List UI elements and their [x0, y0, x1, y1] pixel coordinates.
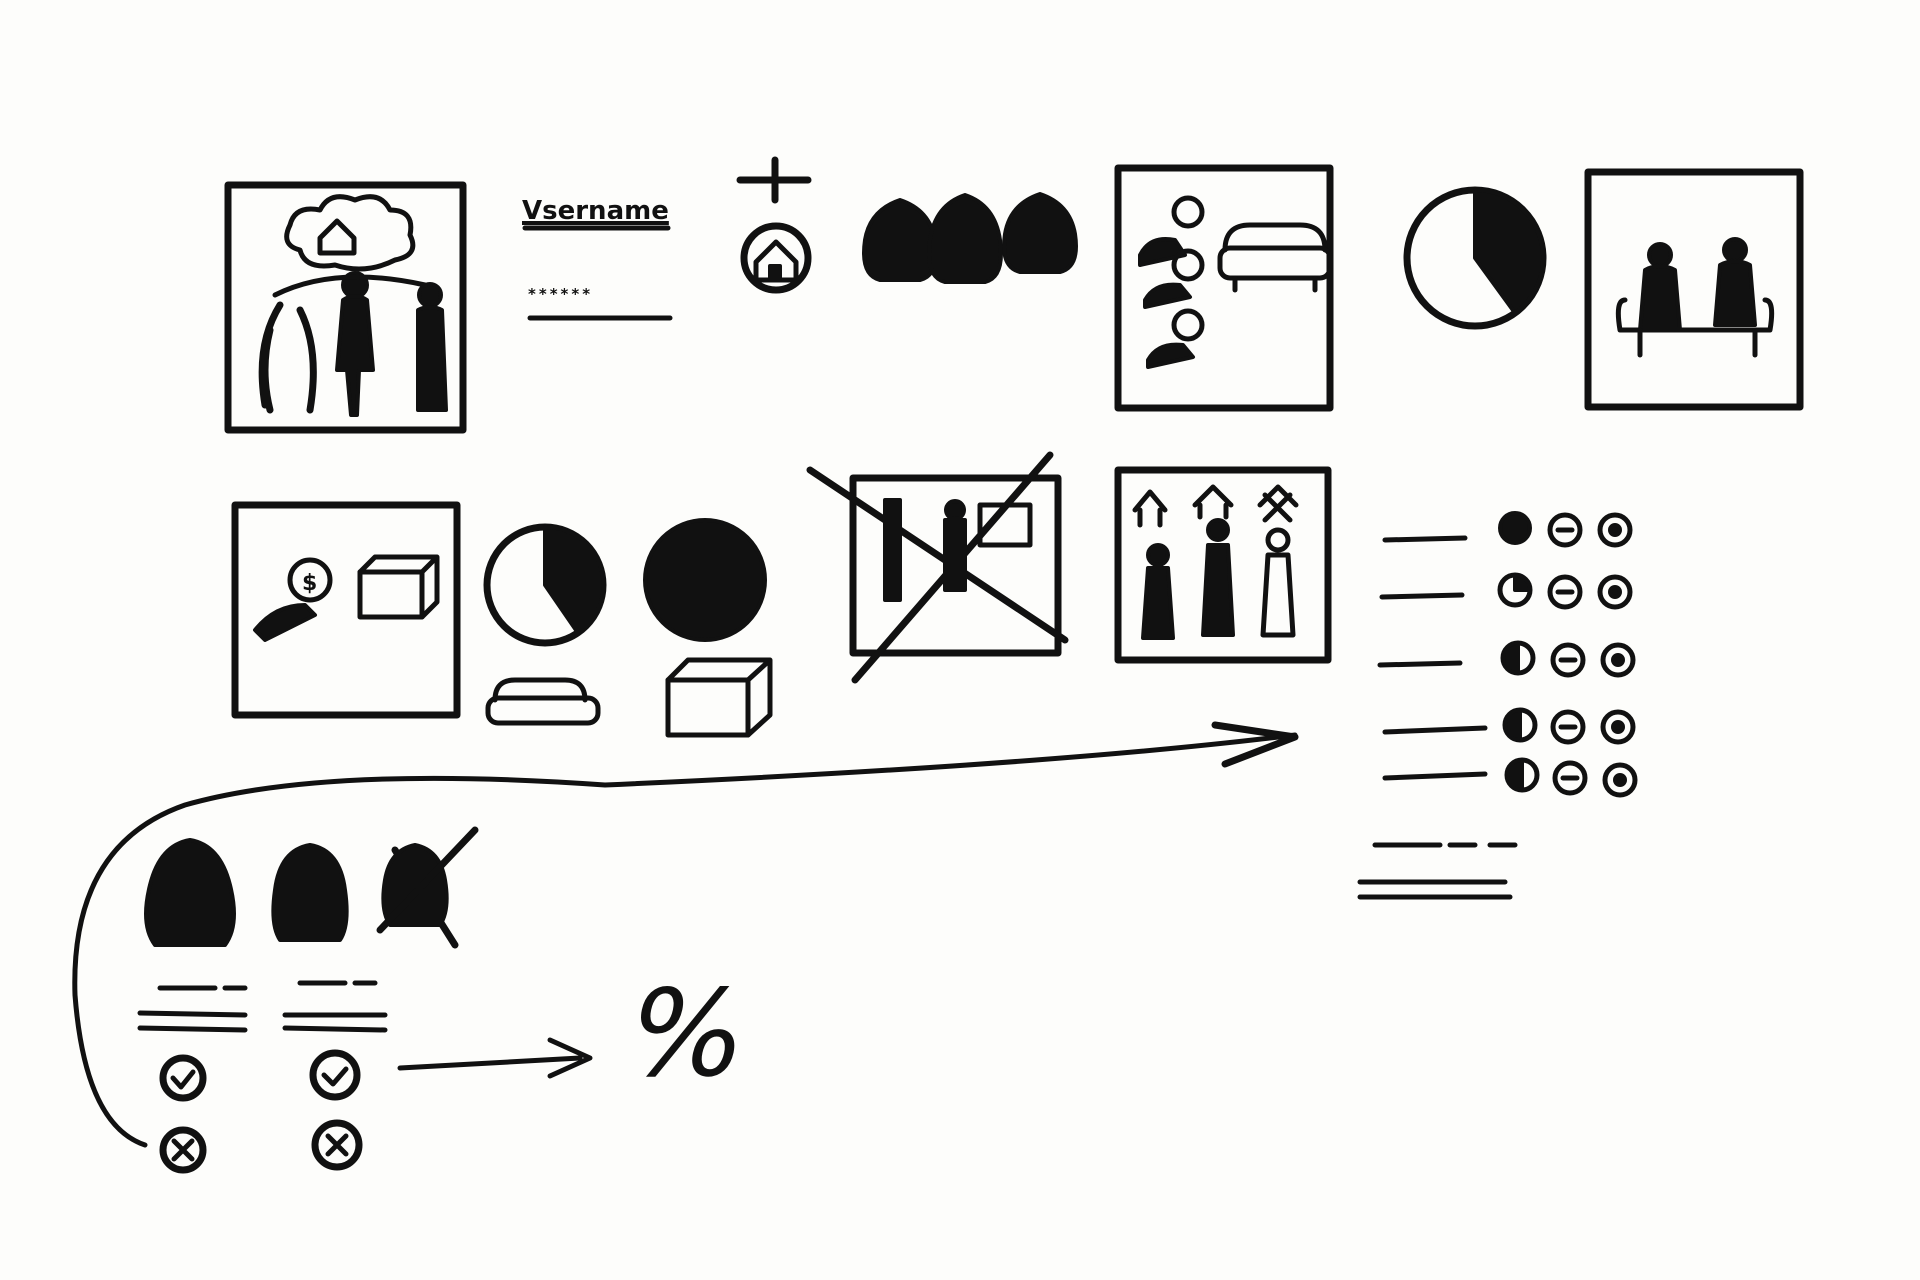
pie-progress-full — [643, 518, 773, 738]
box-icon — [357, 554, 440, 620]
figure-labels — [137, 980, 388, 1033]
arrow-right-icon — [397, 1037, 593, 1079]
results-total — [1357, 842, 1518, 900]
people-bench-panel — [1584, 168, 1804, 411]
family-people-icon — [258, 271, 448, 417]
people-houses-panel — [1114, 466, 1332, 664]
crossed-out-panel — [806, 451, 1069, 684]
list-item[interactable] — [1382, 707, 1636, 745]
svg-text:$: $ — [302, 571, 317, 596]
sofa-icon — [1217, 222, 1333, 293]
money-box-panel: $ — [231, 501, 461, 719]
password-field[interactable]: ****** — [528, 285, 594, 303]
list-item[interactable] — [1377, 640, 1636, 678]
x-circle-icon[interactable] — [311, 1119, 363, 1171]
home-circle-icon[interactable] — [740, 222, 812, 294]
family-house-panel — [224, 181, 467, 434]
results-list — [1357, 511, 1638, 900]
check-circle-icon[interactable] — [309, 1049, 361, 1101]
list-item[interactable] — [1382, 757, 1638, 798]
x-circle-icon[interactable] — [159, 1126, 207, 1174]
group-people-icon — [862, 192, 1078, 284]
username-label[interactable]: Vsername — [522, 196, 669, 226]
plus-icon[interactable] — [736, 156, 812, 204]
people-sofa-panel — [1114, 164, 1334, 412]
check-circle-icon[interactable] — [159, 1054, 207, 1102]
list-item[interactable] — [1382, 511, 1633, 548]
pie-progress-sofa — [483, 523, 607, 726]
arrow-right-icon — [72, 721, 1299, 1148]
list-item[interactable] — [1379, 572, 1633, 610]
pie-progress-quarter — [1403, 186, 1547, 330]
selection-figures — [144, 826, 479, 949]
